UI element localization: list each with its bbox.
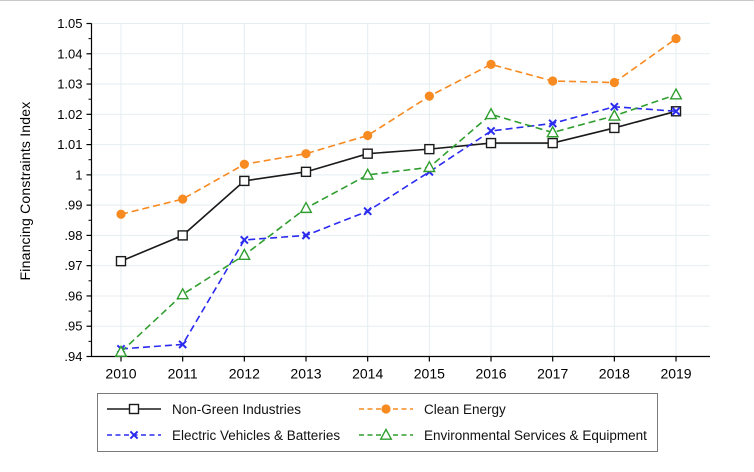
square-marker-icon — [485, 137, 497, 149]
x-marker-icon — [486, 126, 496, 136]
triangle-marker-icon — [237, 248, 251, 260]
square-marker-icon — [424, 143, 435, 155]
y-tick-label: .95 — [64, 319, 82, 334]
x-tick-label: 2011 — [168, 366, 198, 382]
y-tick-label: 1.01 — [57, 137, 82, 152]
x-tick-label: 2016 — [475, 366, 506, 382]
y-tick-label: 1.03 — [57, 77, 82, 92]
y-tick-label: .99 — [64, 198, 82, 213]
x-tick-label: 2019 — [660, 366, 691, 382]
square-marker-icon — [609, 122, 620, 134]
circle-marker-icon — [381, 404, 391, 414]
circle-marker-icon — [116, 209, 126, 219]
y-tick-label: 1.02 — [57, 107, 82, 122]
triangle-marker-icon — [361, 167, 375, 180]
legend-label: Clean Energy — [424, 401, 506, 417]
square-marker-icon — [362, 148, 373, 159]
legend-sample-environmental-services-equipment — [359, 428, 413, 440]
square-marker-icon — [115, 255, 127, 267]
circle-marker-icon — [548, 76, 558, 86]
legend-label: Non-Green Industries — [172, 401, 302, 417]
y-tick-label: 1.05 — [57, 16, 82, 31]
triangle-marker-icon — [176, 287, 190, 300]
x-tick-label: 2018 — [599, 366, 630, 382]
square-marker-icon — [239, 175, 250, 187]
line-chart: 1.05 1.04 1.03 1.02 1.01 1 .99 .98 .97 .96 .95 .94 2… — [57, 16, 710, 382]
circle-marker-icon — [178, 194, 188, 204]
x-marker-icon — [548, 119, 557, 128]
series-line-clean-energy — [120, 37, 677, 215]
circle-marker-icon — [424, 91, 434, 101]
triangle-marker-icon — [379, 428, 393, 440]
circle-marker-icon — [671, 34, 681, 44]
x-tick-label: 2010 — [105, 366, 136, 382]
triangle-marker-icon — [669, 87, 683, 100]
y-tick-label: .97 — [64, 258, 82, 273]
triangle-marker-icon — [114, 344, 128, 357]
series-line-electric-vehicles-batteries — [120, 105, 677, 350]
triangle-marker-icon — [546, 125, 560, 138]
legend-item-clean-energy: Clean Energy — [358, 402, 651, 417]
x-marker-icon — [671, 106, 681, 116]
x-tick-label: 2017 — [537, 366, 568, 382]
x-tick-label: 2015 — [414, 366, 445, 382]
legend-item-environmental-services-equipment: Environmental Services & Equipment — [358, 428, 651, 443]
square-marker-icon — [547, 137, 558, 149]
circle-marker-icon — [609, 77, 619, 88]
x-marker-icon — [301, 231, 311, 240]
x-tick-label: 2014 — [352, 366, 383, 382]
x-tick-label: 2013 — [290, 366, 321, 382]
square-marker-icon — [300, 166, 312, 178]
triangle-marker-icon — [607, 108, 621, 121]
circle-marker-icon — [486, 59, 496, 69]
square-marker-icon — [177, 230, 188, 241]
series-line-environmental-services-equipment — [120, 93, 677, 353]
legend-sample-clean-energy — [359, 404, 413, 414]
square-marker-icon — [128, 403, 140, 415]
legend-sample-electric-vehicles-batteries — [107, 430, 161, 440]
circle-marker-icon — [363, 130, 373, 141]
legend-label: Environmental Services & Equipment — [424, 427, 647, 443]
y-axis-title: Financing Constraints Index — [17, 101, 33, 281]
series-line-non-green-industries — [120, 110, 677, 262]
y-tick-label: 1 — [75, 167, 82, 182]
x-marker-icon — [610, 102, 619, 112]
y-tick-label: .94 — [64, 349, 82, 364]
triangle-marker-icon — [299, 201, 313, 214]
triangle-marker-icon — [484, 107, 498, 120]
y-tick-label: 1.04 — [57, 46, 82, 61]
triangle-marker-icon — [422, 160, 436, 173]
x-marker-icon — [363, 206, 372, 216]
x-marker-icon — [129, 430, 139, 440]
circle-marker-icon — [301, 149, 311, 159]
y-tick-label: .96 — [64, 288, 82, 303]
circle-marker-icon — [239, 159, 249, 169]
x-tick-label: 2012 — [229, 366, 260, 382]
y-tick-label: .98 — [64, 228, 82, 243]
legend-sample-non-green-industries — [107, 403, 161, 415]
legend-label: Electric Vehicles & Batteries — [172, 427, 341, 443]
chart-legend: Non-Green Industries Clean Energy Electric… — [97, 393, 658, 452]
legend-item-electric-vehicles-batteries: Electric Vehicles & Batteries — [106, 428, 358, 443]
legend-item-non-green-industries: Non-Green Industries — [106, 402, 358, 417]
x-marker-icon — [240, 235, 249, 245]
x-marker-icon — [178, 340, 187, 349]
